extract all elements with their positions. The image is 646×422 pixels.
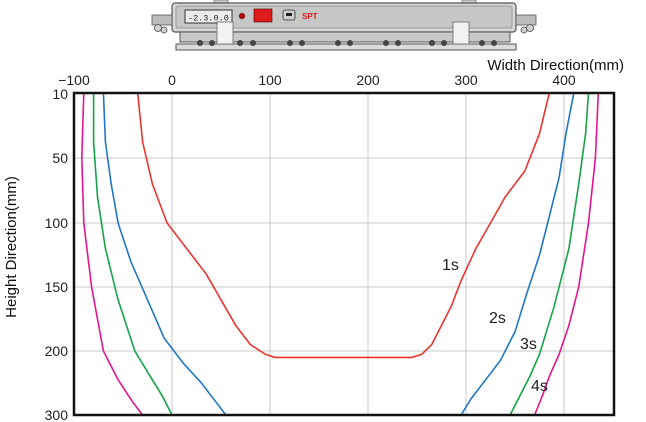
series-line-2s-right: [460, 92, 575, 416]
series-line-3s-right: [509, 92, 590, 416]
plot-area: [72, 91, 616, 417]
series-line-2s-left: [102, 92, 227, 416]
device-badge-text: SPT: [302, 12, 318, 21]
series-label-3s: 3s: [520, 336, 537, 353]
x-tick-label: 400: [552, 72, 576, 88]
series-label-4s: 4s: [531, 378, 548, 395]
series-line-4s-right: [533, 92, 600, 416]
x-axis-ticks: −100 0 100 200 300 400: [58, 72, 576, 88]
y-tick-label: 50: [52, 150, 68, 166]
y-tick-label: 100: [45, 215, 69, 231]
x-tick-label: 200: [356, 72, 380, 88]
x-tick-label: 100: [258, 72, 282, 88]
series-lines: [80, 92, 600, 416]
x-tick-label: 300: [454, 72, 478, 88]
y-tick-label: 200: [45, 343, 69, 359]
y-tick-label: 150: [45, 279, 69, 295]
y-axis-ticks: 10 50 100 150 200 300: [45, 86, 69, 422]
grid-lines: [73, 92, 614, 416]
device-display-text: -2.3.0.0: [188, 14, 229, 24]
ionizer-bar-illustration: -2.3.0.0 SPT: [151, 0, 537, 51]
y-axis-title: Height Direction(mm): [3, 176, 20, 318]
y-tick-label: 10: [52, 86, 68, 102]
plot-frame: [72, 91, 616, 417]
series-label-1s: 1s: [442, 257, 459, 274]
series-line-4s-left: [80, 92, 144, 416]
series-line-1s: [136, 92, 551, 359]
series-line-3s-left: [92, 93, 173, 416]
x-tick-label: −100: [58, 72, 90, 88]
y-tick-label: 300: [45, 407, 69, 422]
series-label-2s: 2s: [489, 310, 506, 327]
series-labels: 1s 2s 3s 4s: [442, 257, 548, 395]
x-tick-label: 0: [168, 72, 176, 88]
x-axis-title: Width Direction(mm): [487, 57, 624, 74]
